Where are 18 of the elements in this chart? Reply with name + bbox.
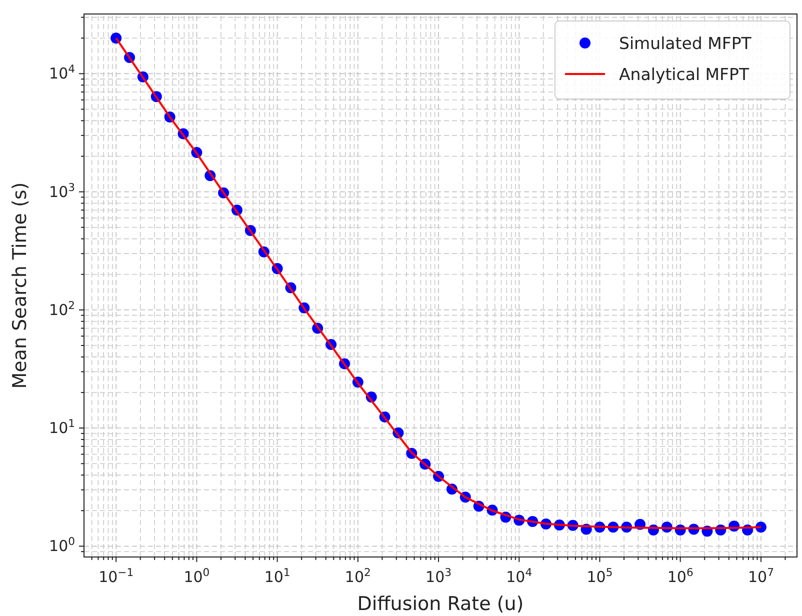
y-tick-label: 10$^{2}$ xyxy=(49,298,75,319)
x-tick-label: 10$^{3}$ xyxy=(426,566,452,586)
y-tick-label: 10$^{0}$ xyxy=(49,534,76,556)
x-tick-label: 10$^{2}$ xyxy=(344,566,371,586)
x-tick-label: 10$^{0}$ xyxy=(184,566,210,586)
y-axis-title: Mean Search Time (s) xyxy=(9,182,31,389)
x-tick-label: 10$^{6}$ xyxy=(667,566,694,586)
y-tick-label: 10$^{3}$ xyxy=(49,180,75,201)
x-tick-label: 10$^{−1}$ xyxy=(98,566,134,586)
y-tick-label: 10$^{1}$ xyxy=(49,416,75,438)
y-tick-label: 10$^{4}$ xyxy=(49,62,76,83)
legend-label: Simulated MFPT xyxy=(619,34,752,53)
x-tick-label: 10$^{5}$ xyxy=(586,566,613,586)
x-tick-label: 10$^{4}$ xyxy=(506,566,532,586)
legend-label: Analytical MFPT xyxy=(619,65,750,84)
x-tick-label: 10$^{1}$ xyxy=(264,566,290,586)
x-axis-title: Diffusion Rate (u) xyxy=(357,593,524,615)
x-tick-label: 10$^{7}$ xyxy=(748,566,774,586)
